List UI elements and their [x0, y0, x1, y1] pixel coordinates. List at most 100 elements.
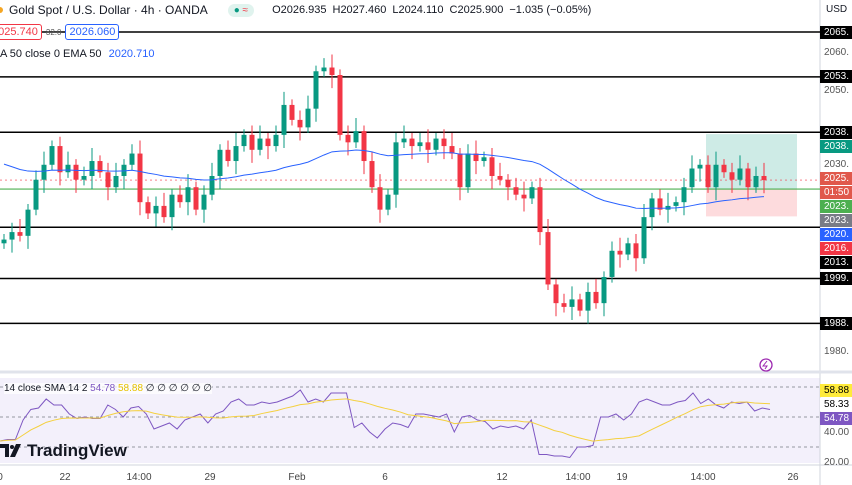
candle-body	[761, 175, 767, 181]
buy-button[interactable]: 2026.060	[65, 24, 120, 40]
candle-body	[465, 153, 471, 188]
candle-body	[113, 175, 119, 188]
candle-body	[57, 146, 63, 173]
price-axis-label: 01:50	[820, 186, 852, 200]
candle-body	[257, 138, 263, 150]
candle-body	[313, 71, 319, 109]
candle-body	[417, 142, 423, 147]
candle-body	[393, 142, 399, 195]
rsi-label: 14 close SMA 14 2	[4, 383, 88, 394]
candle-body	[209, 175, 215, 195]
market-status-badge[interactable]: ● ≈	[227, 3, 255, 17]
brand-name: TradingView	[27, 441, 127, 460]
ohlc-low: L2024.110	[392, 4, 444, 16]
candle-body	[161, 205, 167, 218]
rsi-axis-label: 20.00	[824, 456, 850, 468]
candle-body	[273, 134, 279, 147]
candle-body	[265, 138, 271, 147]
price-axis-label: 2013.	[820, 256, 852, 270]
candle-body	[369, 161, 375, 188]
candle-body	[473, 153, 479, 162]
rsi-value: 54.78	[90, 383, 116, 394]
time-axis-label: 0	[0, 472, 3, 483]
time-axis-label: 12	[496, 472, 508, 483]
candle-body	[609, 250, 615, 277]
alert-lightning-icon	[759, 358, 773, 372]
price-axis-label: 2038.	[820, 140, 852, 154]
candle-body	[537, 187, 543, 233]
candle-body	[425, 142, 431, 150]
spread: 32.0	[45, 27, 62, 37]
candle-body	[1, 239, 7, 244]
sell-button[interactable]: 2025.740	[0, 24, 42, 40]
take-profit-zone	[706, 134, 797, 190]
price-axis-label: 2030.	[824, 159, 850, 171]
candle-body	[377, 187, 383, 210]
time-axis-label: 26	[787, 472, 799, 483]
rsi-axis-label: 40.00	[824, 426, 850, 438]
candle-body	[185, 187, 191, 203]
tradingview-logo[interactable]: TradingView	[0, 441, 127, 461]
candle-body	[617, 250, 623, 255]
price-axis-label: 2023.	[820, 214, 852, 228]
candle-body	[321, 67, 327, 72]
candle-body	[145, 202, 151, 214]
candle-body	[713, 164, 719, 188]
price-axis-label: 1980.	[824, 346, 850, 358]
price-axis-label: 2038.	[820, 125, 852, 139]
candle-body	[569, 299, 575, 307]
candle-body	[105, 172, 111, 188]
time-axis-label: 19	[616, 472, 628, 483]
candle-body	[489, 157, 495, 176]
candle-body	[97, 161, 103, 173]
ohlc-change: −1.035 (−0.05%)	[509, 4, 592, 16]
candle-body	[329, 67, 335, 76]
candle-body	[249, 134, 255, 150]
symbol-title[interactable]: Gold Spot / U.S. Dollar · 4h · OANDA	[9, 3, 208, 17]
price-axis-label: 2050.	[824, 85, 850, 97]
price-axis-label: 2020.	[820, 228, 852, 242]
candle-body	[721, 164, 727, 173]
price-axis-label: 2023.	[820, 200, 852, 214]
ohlc-high: H2027.460	[332, 4, 387, 16]
price-axis-label: 2016.	[820, 242, 852, 256]
candle-body	[177, 194, 183, 203]
time-axis-label: 14:00	[126, 472, 152, 483]
symbol-logo-icon	[0, 7, 3, 13]
candle-body	[561, 303, 567, 307]
candle-body	[689, 168, 695, 188]
rsi-legend[interactable]: 14 close SMA 14 2 54.78 58.88 ∅ ∅ ∅ ∅ ∅ …	[4, 383, 212, 394]
currency-label[interactable]: USD	[826, 4, 848, 15]
candle-body	[241, 134, 247, 147]
time-axis-label: 22	[59, 472, 71, 483]
candle-body	[441, 138, 447, 147]
ohlc-open: O2026.935	[272, 4, 327, 16]
candle-body	[65, 164, 71, 173]
candle-body	[9, 232, 15, 240]
price-axis-label: 2060.	[824, 47, 850, 59]
candle-body	[577, 299, 583, 311]
candle-body	[81, 175, 87, 180]
candle-body	[585, 291, 591, 311]
ema-value: 2020.710	[108, 48, 155, 60]
candle-body	[281, 104, 287, 135]
candle-body	[457, 153, 463, 188]
rsi-axis-label: 54.78	[820, 411, 852, 425]
candle-body	[73, 164, 79, 180]
candle-body	[601, 276, 607, 304]
ema-legend[interactable]: A 50 close 0 EMA 50 2020.710	[0, 48, 154, 60]
tradingview-logo-icon	[0, 444, 21, 457]
candle-body	[305, 108, 311, 128]
time-axis-label: 14:00	[690, 472, 716, 483]
candle-body	[737, 168, 743, 180]
candle-body	[153, 205, 159, 214]
candle-body	[697, 164, 703, 169]
time-axis-label: 6	[382, 472, 388, 483]
rsi-extra: ∅ ∅ ∅ ∅ ∅ ∅	[145, 383, 212, 394]
rsi-sma-line	[0, 398, 771, 442]
candle-body	[529, 187, 535, 199]
candle-body	[353, 131, 359, 143]
rsi-axis-label: 58.88	[820, 383, 852, 397]
lightning-glyph	[761, 360, 768, 370]
